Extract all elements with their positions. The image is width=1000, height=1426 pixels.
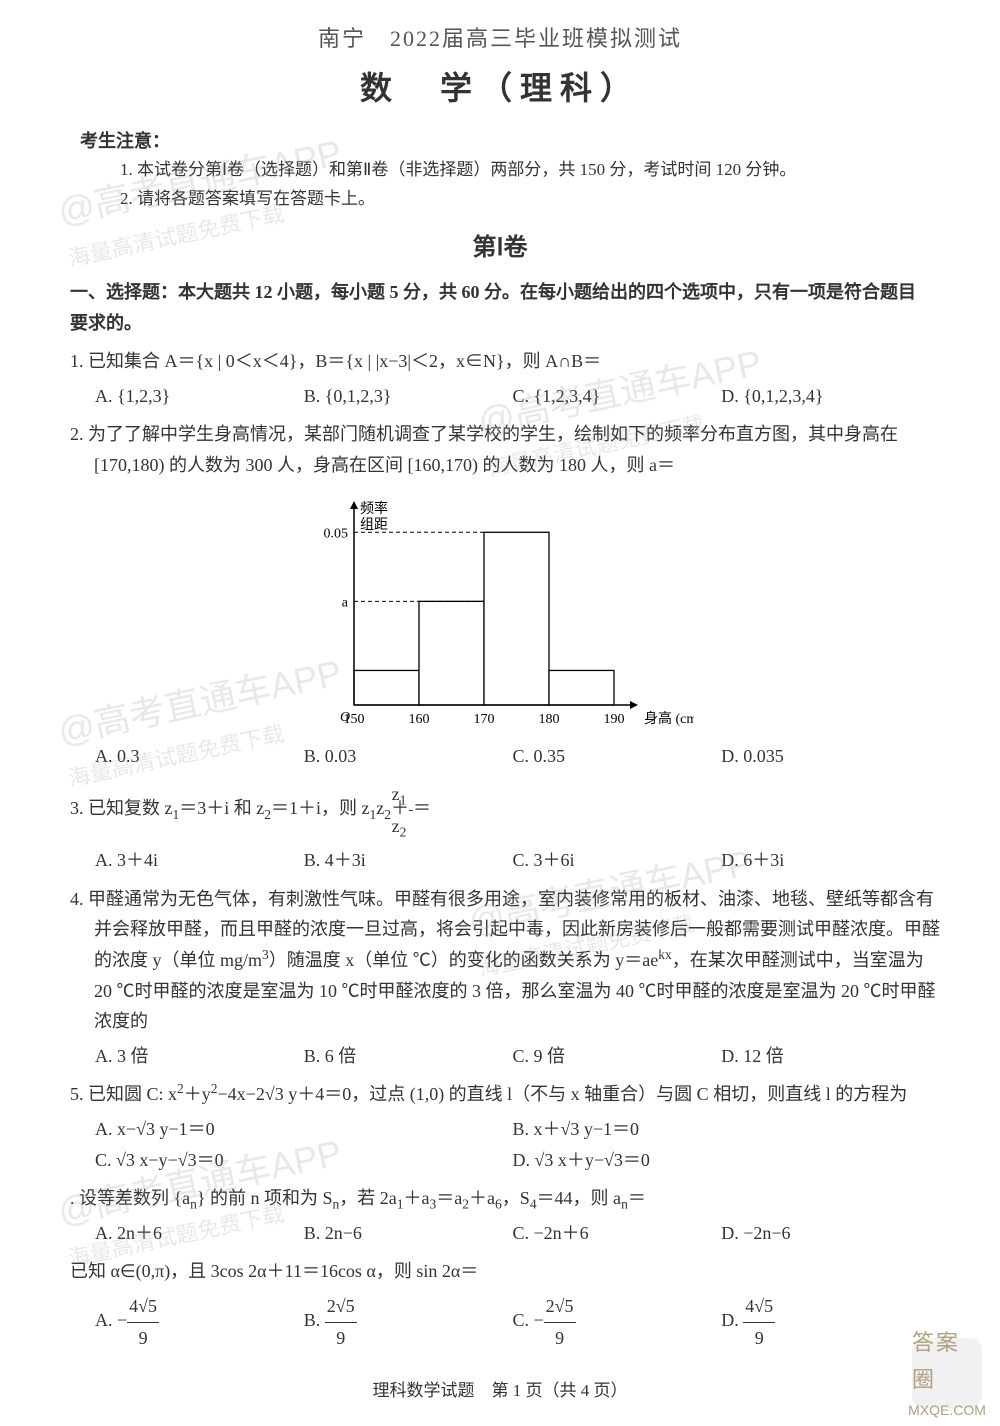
exam-title: 数 学（理科） xyxy=(40,61,960,115)
exam-header-faded: 南宁 2022届高三毕业班模拟测试 xyxy=(40,20,960,57)
q4-option-c: C. 9 倍 xyxy=(513,1041,722,1072)
q2-option-a: A. 0.3 xyxy=(95,741,304,772)
svg-text:组距: 组距 xyxy=(360,517,388,533)
q4-option-d: D. 12 倍 xyxy=(721,1041,930,1072)
svg-text:a: a xyxy=(342,595,349,610)
q5-option-c: C. √3 x−y−√3＝0 xyxy=(95,1145,513,1176)
q4-option-a: A. 3 倍 xyxy=(95,1041,304,1072)
section-1-instruction: 一、选择题：本大题共 12 小题，每小题 5 分，共 60 分。在每小题给出的四… xyxy=(70,277,930,338)
q1-option-d: D. {0,1,2,3,4} xyxy=(721,381,930,412)
question-4: 4. 甲醛通常为无色气体，有刺激性气味。甲醛有很多用途，室内装修常用的板材、油漆… xyxy=(70,884,940,1037)
q3-option-b: B. 4＋3i xyxy=(304,845,513,876)
question-6: . 设等差数列 {an} 的前 n 项和为 Sn，若 2a1＋a3＝a2＋a6，… xyxy=(70,1183,940,1214)
q2-option-c: C. 0.35 xyxy=(513,741,722,772)
svg-text:160: 160 xyxy=(409,712,430,727)
q7-option-c: C. −2√59 xyxy=(513,1291,722,1353)
question-7: 已知 α∈(0,π)，且 3cos 2α＋11＝16cos α，则 sin 2α… xyxy=(70,1256,940,1287)
svg-text:频率: 频率 xyxy=(360,500,388,517)
q1-option-a: A. {1,2,3} xyxy=(95,381,304,412)
q5-option-a: A. x−√3 y−1＝0 xyxy=(95,1114,513,1145)
q7-option-d: D. 4√59 xyxy=(721,1291,930,1353)
q6-option-a: A. 2n＋6 xyxy=(95,1218,304,1249)
question-1: 1. 已知集合 A＝{x | 0＜x＜4}，B＝{x | |x−3|＜2，x∈N… xyxy=(70,346,940,377)
notice-label: 考生注意： xyxy=(80,126,960,157)
svg-text:身高 (cm): 身高 (cm) xyxy=(644,710,694,727)
svg-text:O: O xyxy=(340,710,350,725)
corner-badge: 答案圈 MXQE.COM xyxy=(912,1338,982,1408)
badge-title: 答案圈 xyxy=(912,1324,982,1399)
section-1-title: 第Ⅰ卷 xyxy=(40,228,960,269)
question-3: 3. 已知复数 z1＝3＋i 和 z2＝1＋i，则 z1z2＋z1z2＝ xyxy=(70,779,940,841)
q1-option-b: B. {0,1,2,3} xyxy=(304,381,513,412)
svg-text:170: 170 xyxy=(474,712,495,727)
q3-option-a: A. 3＋4i xyxy=(95,845,304,876)
badge-url: MXQE.COM xyxy=(908,1399,986,1423)
q5-option-d: D. √3 x＋y−√3＝0 xyxy=(513,1145,931,1176)
q3-option-d: D. 6＋3i xyxy=(721,845,930,876)
question-5: 5. 已知圆 C: x2＋y2−4x−2√3 y＋4＝0，过点 (1,0) 的直… xyxy=(70,1079,940,1110)
q1-option-c: C. {1,2,3,4} xyxy=(513,381,722,412)
q7-option-a: A. −4√59 xyxy=(95,1291,304,1353)
notice-item: 2. 请将各题答案填写在答题卡上。 xyxy=(120,185,960,214)
q2-histogram: 0.05a150160170180190O身高 (cm)频率组距 xyxy=(306,487,694,735)
q6-option-b: B. 2n−6 xyxy=(304,1218,513,1249)
q4-option-b: B. 6 倍 xyxy=(304,1041,513,1072)
q3-option-c: C. 3＋6i xyxy=(513,845,722,876)
svg-text:180: 180 xyxy=(539,712,560,727)
q6-option-c: C. −2n＋6 xyxy=(513,1218,722,1249)
q2-option-b: B. 0.03 xyxy=(304,741,513,772)
svg-text:190: 190 xyxy=(604,712,625,727)
question-2: 2. 为了了解中学生身高情况，某部门随机调查了某学校的学生，绘制如下的频率分布直… xyxy=(70,419,940,480)
notice-item: 1. 本试卷分第Ⅰ卷（选择题）和第Ⅱ卷（非选择题）两部分，共 150 分，考试时… xyxy=(120,156,960,185)
q6-option-d: D. −2n−6 xyxy=(721,1218,930,1249)
q7-option-b: B. 2√59 xyxy=(304,1291,513,1353)
svg-text:0.05: 0.05 xyxy=(324,526,349,541)
q2-option-d: D. 0.035 xyxy=(721,741,930,772)
page-footer: 理科数学试题 第 1 页（共 4 页） xyxy=(40,1377,960,1406)
q5-option-b: B. x＋√3 y−1＝0 xyxy=(513,1114,931,1145)
